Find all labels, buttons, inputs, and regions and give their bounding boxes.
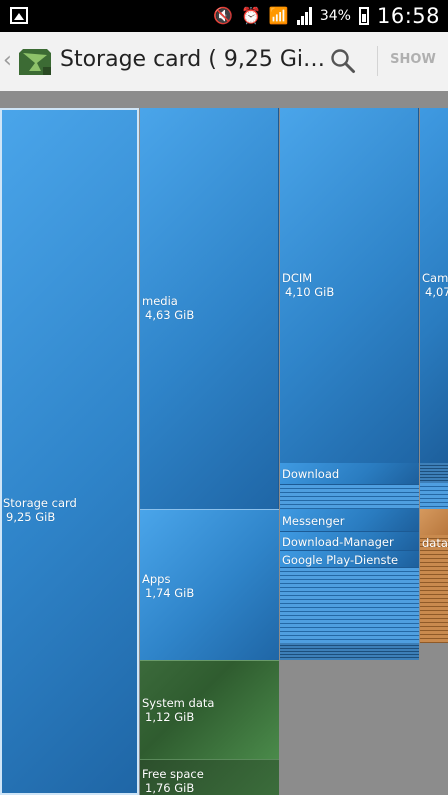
tile-data-folders[interactable] — [420, 535, 448, 643]
tile-system-data-name: System data — [142, 696, 215, 710]
tile-data-name: data — [422, 536, 448, 550]
tile-dcim-small-folders[interactable] — [420, 463, 448, 483]
tile-download[interactable]: Download — [280, 463, 419, 485]
tile-media-name: media — [142, 294, 178, 308]
gallery-notification-icon — [10, 7, 28, 24]
top-strip — [0, 91, 448, 108]
action-divider — [377, 46, 378, 76]
mute-icon: 🔇 — [213, 6, 233, 25]
tile-free-space-name: Free space — [142, 767, 204, 781]
treemap-empty-area — [280, 660, 448, 795]
page-title: Storage card ( 9,25 Gi… — [60, 47, 325, 72]
tile-google-play-name: Google Play-Dienste — [282, 553, 399, 567]
tile-download-manager-name: Download-Manager — [282, 535, 394, 549]
clock: 16:58 — [376, 4, 440, 28]
search-icon[interactable] — [330, 48, 356, 74]
battery-icon — [358, 7, 369, 25]
show-button[interactable]: SHOW — [390, 52, 436, 67]
tile-storage-card-size: 9,25 GiB — [6, 510, 56, 524]
storage-treemap: Storage card 9,25 GiB media 4,63 GiB DCI… — [0, 108, 448, 795]
action-bar: ‹ Storage card ( 9,25 Gi… — [0, 32, 448, 92]
tile-media[interactable]: media 4,63 GiB — [140, 108, 279, 509]
tile-google-play[interactable]: Google Play-Dienste — [280, 551, 419, 568]
tile-camera[interactable]: Cam… 4,07… — [420, 108, 448, 463]
tile-camera-name: Cam… — [422, 271, 448, 285]
tile-apps-name: Apps — [142, 572, 171, 586]
tile-dcim-size: 4,10 GiB — [285, 285, 335, 299]
tile-free-space[interactable]: Free space 1,76 GiB — [140, 759, 279, 795]
tile-download-manager[interactable]: Download-Manager — [280, 532, 419, 551]
tile-media-small-folders-right[interactable] — [420, 483, 448, 509]
tile-data[interactable] — [420, 509, 448, 535]
signal-icon — [296, 7, 312, 25]
tile-storage-card[interactable]: Storage card 9,25 GiB — [0, 108, 139, 795]
status-bar: 🔇 ⏰ 📶 34% 16:58 — [0, 0, 448, 32]
tile-storage-card-name: Storage card — [3, 496, 77, 510]
sd-card-app-icon[interactable] — [17, 47, 53, 77]
up-chevron-icon[interactable]: ‹ — [3, 48, 12, 73]
tile-dcim[interactable]: DCIM 4,10 GiB — [280, 108, 419, 463]
tile-apps[interactable]: Apps 1,74 GiB — [140, 509, 279, 660]
tile-free-space-size: 1,76 GiB — [145, 781, 195, 795]
tile-media-small-folders[interactable] — [280, 485, 419, 509]
tile-apps-size: 1,74 GiB — [145, 586, 195, 600]
tile-system-data[interactable]: System data 1,12 GiB — [140, 660, 279, 759]
tile-system-data-size: 1,12 GiB — [145, 710, 195, 724]
tile-apps-tiny-folders[interactable] — [280, 643, 419, 660]
battery-percent: 34% — [319, 8, 351, 24]
tile-media-size: 4,63 GiB — [145, 308, 195, 322]
tile-messenger[interactable]: Messenger — [280, 509, 419, 532]
alarm-icon: ⏰ — [241, 6, 261, 25]
tile-messenger-name: Messenger — [282, 514, 345, 528]
tile-apps-small-folders[interactable] — [280, 568, 419, 643]
tile-camera-size: 4,07… — [425, 285, 448, 299]
tile-download-name: Download — [282, 467, 340, 481]
wifi-icon: 📶 — [268, 6, 289, 25]
tile-dcim-name: DCIM — [282, 271, 313, 285]
